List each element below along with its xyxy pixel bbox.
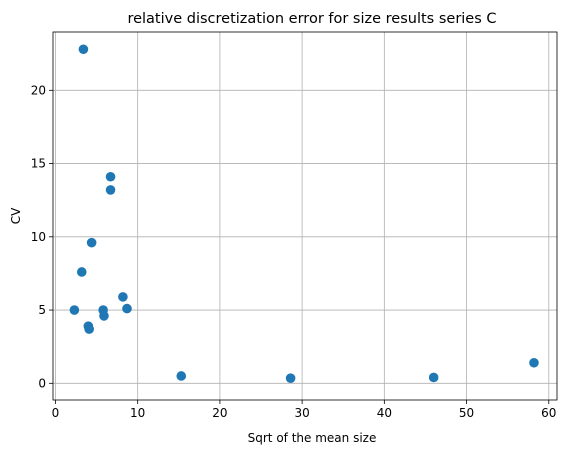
y-axis-label: CV [9,207,23,224]
scatter-point [118,292,128,302]
x-tick-label: 50 [459,406,474,420]
x-tick-label: 60 [541,406,556,420]
y-tick-label: 20 [31,83,46,97]
scatter-point [84,324,94,334]
scatter-point [285,373,296,383]
y-tick-label: 0 [38,376,46,390]
scatter-point [529,357,539,368]
x-tick-label: 10 [130,406,145,420]
x-tick-label: 40 [377,406,392,420]
scatter-point [176,371,187,381]
x-tick-label: 0 [52,406,60,420]
y-tick-label: 10 [31,230,46,244]
grid-lines [53,32,557,400]
x-axis-label: Sqrt of the mean size [248,431,377,445]
scatter-point [99,311,109,321]
scatter-point [78,44,89,55]
scatter-point [69,305,80,315]
scatter-point [76,267,87,277]
scatter-point [122,303,132,314]
scatter-point [105,171,116,182]
axis-ticks: 0 10 20 30 40 50 60 0 5 10 15 20 [31,83,557,420]
data-points [69,44,539,383]
scatter-point [105,185,116,195]
y-tick-label: 5 [38,303,46,317]
y-tick-label: 15 [31,157,46,171]
chart-title: relative discretization error for size r… [127,11,496,27]
plot-frame [52,31,558,401]
scatter-point [86,237,97,248]
x-tick-label: 20 [212,406,227,420]
x-tick-label: 30 [294,406,309,420]
scatter-point [428,372,439,383]
